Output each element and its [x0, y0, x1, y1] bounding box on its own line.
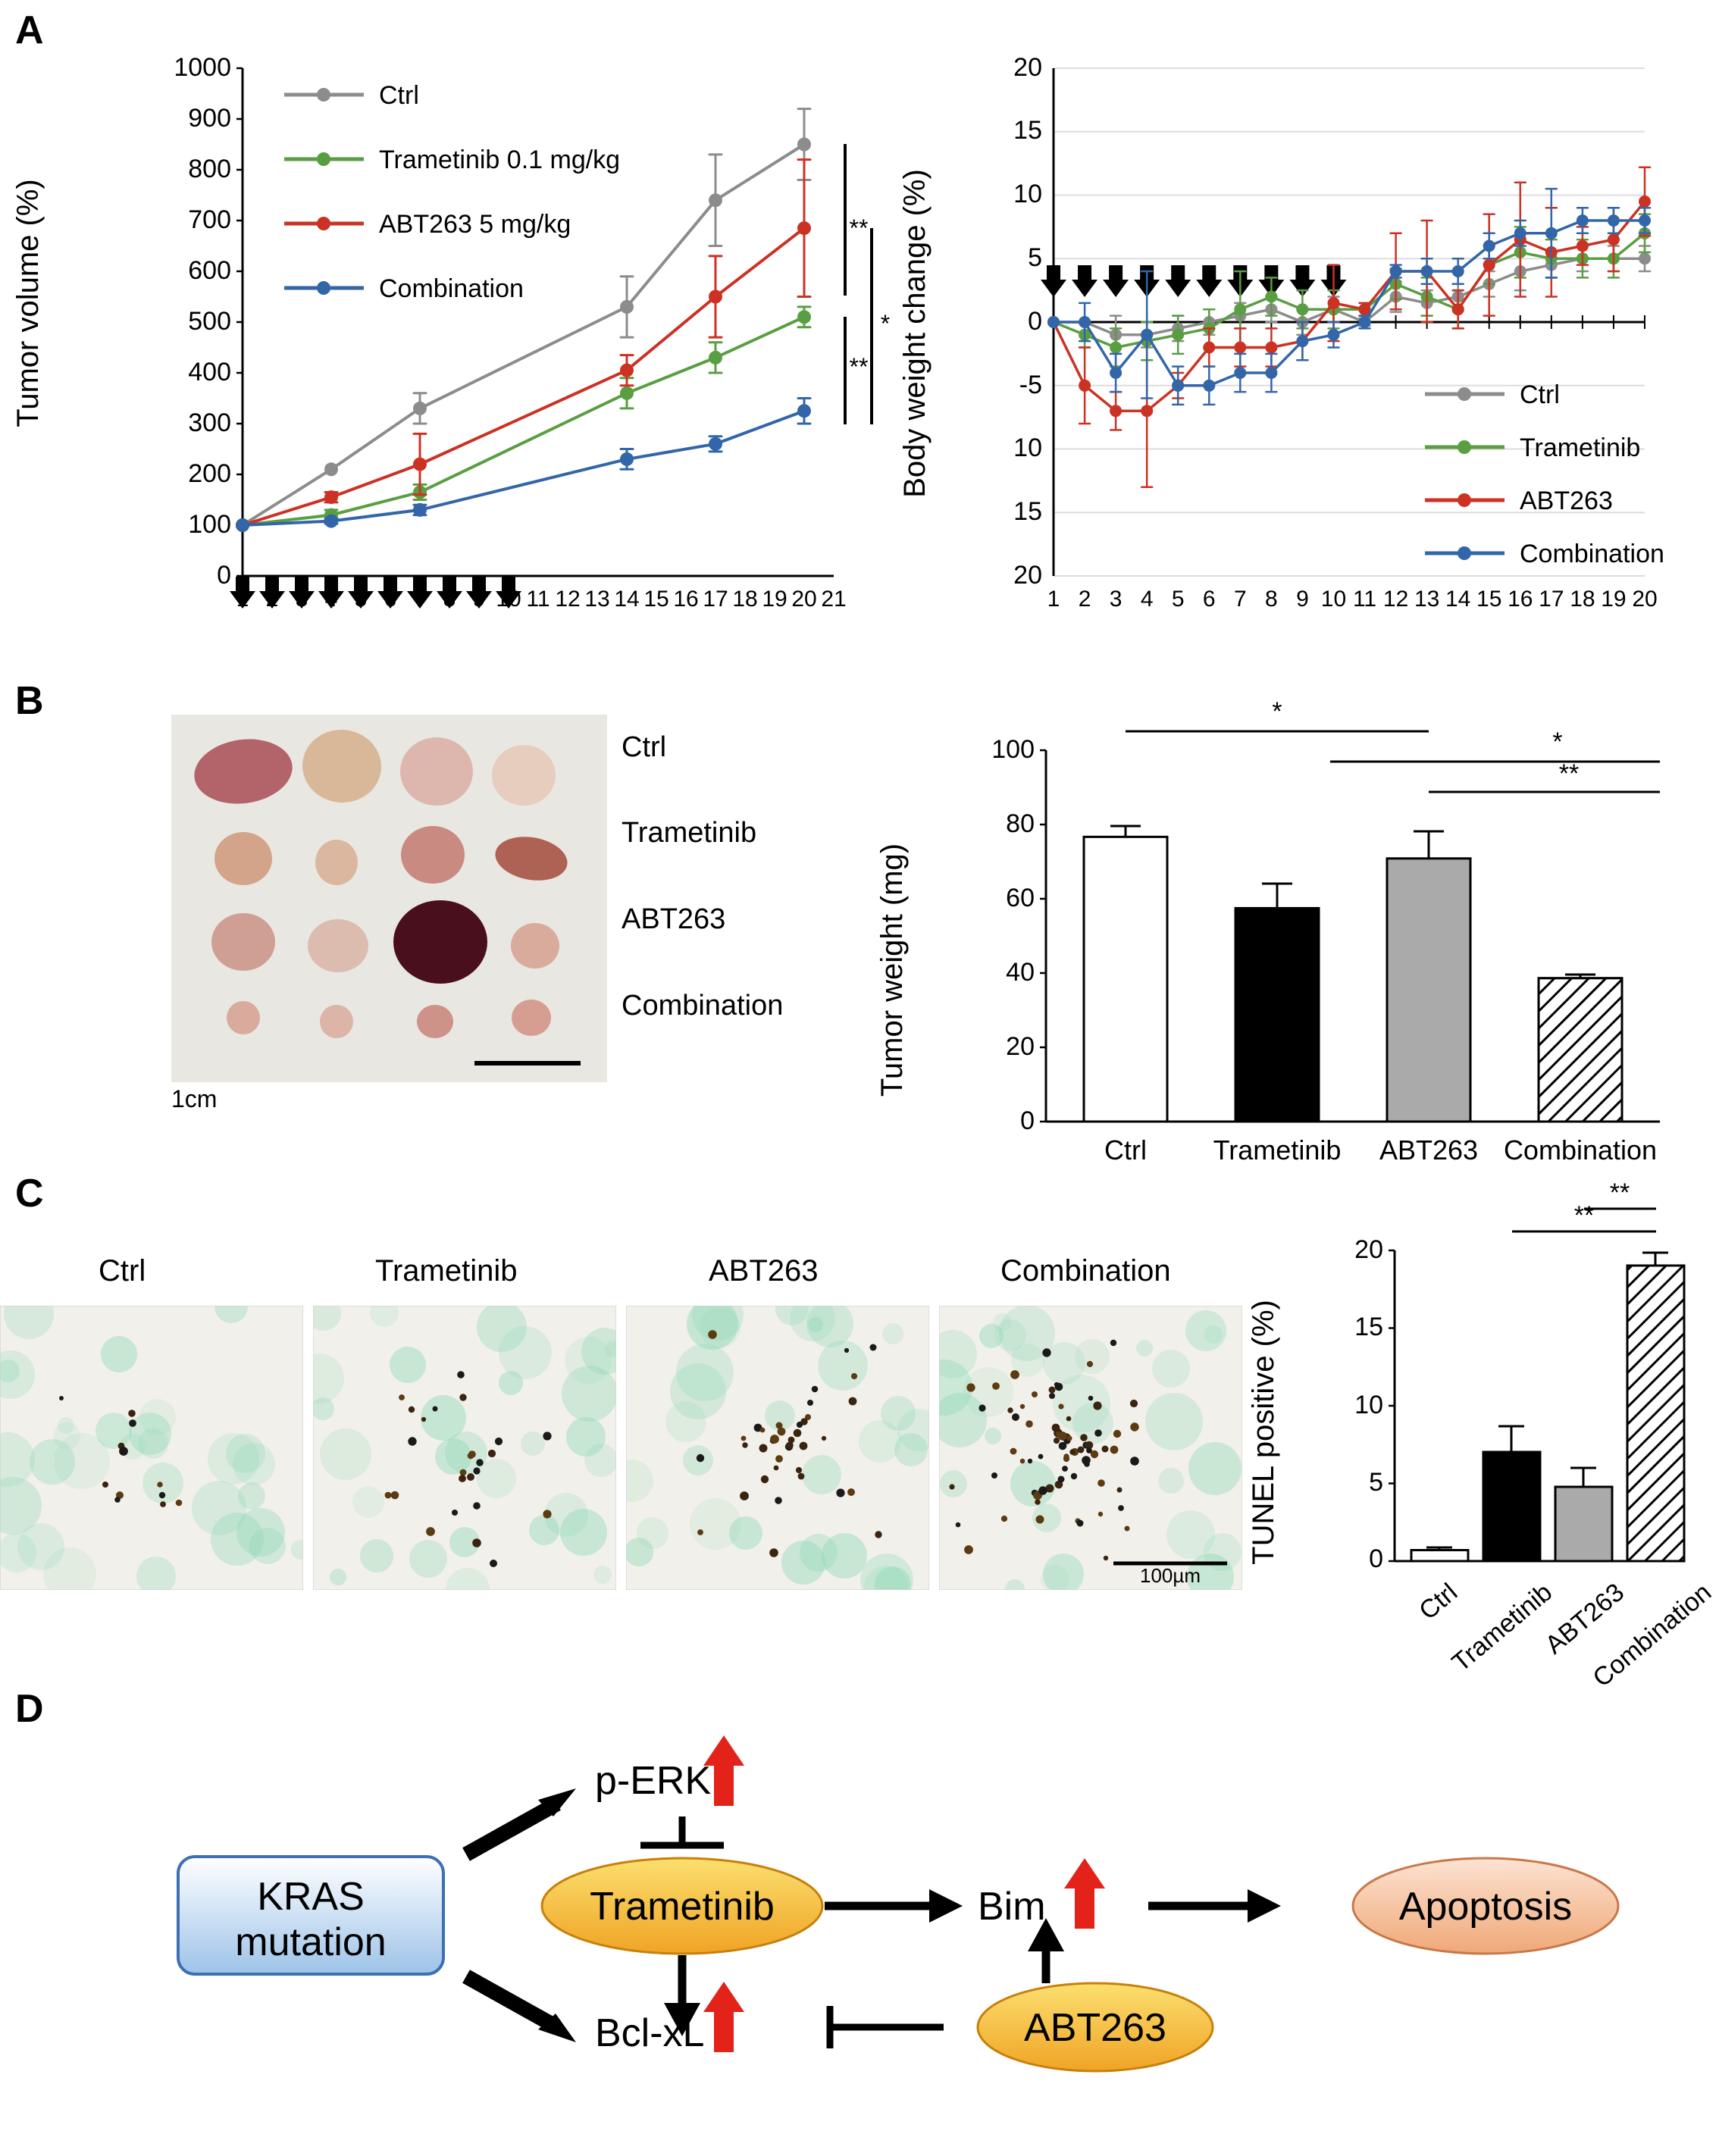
svg-text:5: 5 — [1028, 243, 1042, 272]
svg-text:600: 600 — [188, 256, 231, 285]
svg-text:*: * — [1552, 728, 1562, 756]
svg-text:Bim: Bim — [978, 1885, 1046, 1929]
svg-text:9: 9 — [1296, 587, 1309, 612]
svg-text:500: 500 — [188, 307, 231, 336]
svg-text:5: 5 — [1369, 1468, 1383, 1497]
svg-text:Ctrl: Ctrl — [1520, 380, 1560, 409]
svg-text:15: 15 — [1013, 497, 1042, 526]
svg-text:1000: 1000 — [174, 53, 231, 82]
svg-text:Ctrl: Ctrl — [379, 81, 419, 110]
svg-text:800: 800 — [188, 155, 231, 183]
svg-text:*: * — [1272, 697, 1282, 726]
svg-text:18: 18 — [1570, 587, 1595, 612]
svg-text:Apoptosis: Apoptosis — [1399, 1885, 1572, 1929]
svg-text:15: 15 — [1354, 1313, 1383, 1341]
svg-text:5: 5 — [1172, 587, 1185, 612]
svg-text:p-ERK: p-ERK — [595, 1759, 711, 1803]
svg-text:0: 0 — [217, 561, 231, 590]
svg-text:20: 20 — [1632, 587, 1657, 612]
svg-text:10: 10 — [1354, 1391, 1383, 1419]
svg-text:Ctrl: Ctrl — [1414, 1578, 1463, 1626]
svg-text:3: 3 — [1110, 587, 1123, 612]
svg-text:20: 20 — [1013, 53, 1042, 82]
svg-text:300: 300 — [188, 408, 231, 437]
svg-text:mutation: mutation — [235, 1920, 386, 1964]
svg-text:400: 400 — [188, 358, 231, 386]
svg-text:14: 14 — [1445, 587, 1470, 612]
svg-text:Trametinib: Trametinib — [1520, 433, 1640, 462]
svg-text:17: 17 — [1539, 587, 1564, 612]
svg-text:20: 20 — [1006, 1032, 1035, 1061]
svg-text:Bcl-xL: Bcl-xL — [595, 2011, 704, 2055]
svg-text:11: 11 — [1353, 587, 1376, 612]
svg-text:900: 900 — [188, 104, 231, 133]
svg-text:ABT263: ABT263 — [1520, 487, 1613, 515]
svg-text:Trametinib 0.1 mg/kg: Trametinib 0.1 mg/kg — [379, 146, 620, 174]
svg-text:Combination: Combination — [379, 274, 524, 303]
svg-text:20: 20 — [791, 587, 816, 612]
svg-text:Body weight change (%): Body weight change (%) — [898, 169, 932, 498]
svg-text:6: 6 — [1203, 587, 1216, 612]
svg-text:12: 12 — [555, 587, 580, 612]
svg-text:12: 12 — [1383, 587, 1408, 612]
svg-text:ABT263: ABT263 — [1024, 2006, 1166, 2050]
svg-text:10: 10 — [1321, 587, 1346, 612]
svg-text:100µm: 100µm — [1140, 1564, 1201, 1587]
svg-text:16: 16 — [673, 587, 698, 612]
svg-text:40: 40 — [1006, 958, 1035, 987]
svg-text:**: ** — [1559, 759, 1579, 788]
svg-text:19: 19 — [762, 587, 787, 612]
svg-text:700: 700 — [188, 205, 231, 234]
svg-text:13: 13 — [584, 587, 609, 612]
svg-text:Trametinib: Trametinib — [590, 1885, 775, 1929]
svg-text:11: 11 — [526, 587, 550, 612]
svg-text:Tumor weight (mg): Tumor weight (mg) — [875, 843, 909, 1097]
svg-text:15: 15 — [1476, 587, 1501, 612]
svg-text:15: 15 — [643, 587, 668, 612]
svg-text:18: 18 — [732, 587, 757, 612]
svg-text:Tumor volume (%): Tumor volume (%) — [15, 179, 45, 427]
svg-text:100: 100 — [991, 735, 1035, 764]
svg-text:16: 16 — [1508, 587, 1533, 612]
svg-text:7: 7 — [1234, 587, 1247, 612]
svg-text:20: 20 — [1354, 1235, 1383, 1264]
svg-text:10: 10 — [1013, 180, 1042, 208]
svg-text:0: 0 — [1020, 1106, 1035, 1135]
svg-text:100: 100 — [188, 510, 231, 539]
svg-text:80: 80 — [1006, 809, 1035, 838]
svg-text:20: 20 — [1013, 561, 1042, 590]
svg-text:Trametinib: Trametinib — [1213, 1134, 1342, 1166]
svg-text:0: 0 — [1369, 1544, 1383, 1573]
svg-text:Combination: Combination — [1520, 540, 1664, 568]
svg-text:**: ** — [1574, 1201, 1594, 1230]
svg-text:14: 14 — [614, 587, 639, 612]
svg-text:ABT263: ABT263 — [1379, 1134, 1478, 1166]
svg-text:200: 200 — [188, 459, 231, 488]
svg-text:1: 1 — [1047, 587, 1060, 612]
svg-text:-5: -5 — [1019, 371, 1042, 399]
svg-text:TUNEL positive (%): TUNEL positive (%) — [1251, 1300, 1280, 1565]
svg-text:0: 0 — [1028, 307, 1042, 336]
svg-text:17: 17 — [703, 587, 728, 612]
svg-text:Trametinib: Trametinib — [1447, 1578, 1558, 1678]
svg-text:60: 60 — [1006, 884, 1035, 912]
svg-text:ABT263 5 mg/kg: ABT263 5 mg/kg — [379, 210, 571, 239]
svg-text:2: 2 — [1079, 587, 1091, 612]
svg-text:10: 10 — [1013, 433, 1042, 462]
svg-text:8: 8 — [1265, 587, 1278, 612]
svg-text:Combination: Combination — [1504, 1134, 1657, 1166]
svg-text:13: 13 — [1414, 587, 1439, 612]
svg-text:4: 4 — [1141, 587, 1154, 612]
svg-text:Ctrl: Ctrl — [1104, 1134, 1147, 1166]
svg-text:KRAS: KRAS — [257, 1875, 365, 1919]
svg-text:15: 15 — [1013, 116, 1042, 145]
svg-text:**: ** — [1610, 1182, 1630, 1207]
svg-text:19: 19 — [1601, 587, 1626, 612]
